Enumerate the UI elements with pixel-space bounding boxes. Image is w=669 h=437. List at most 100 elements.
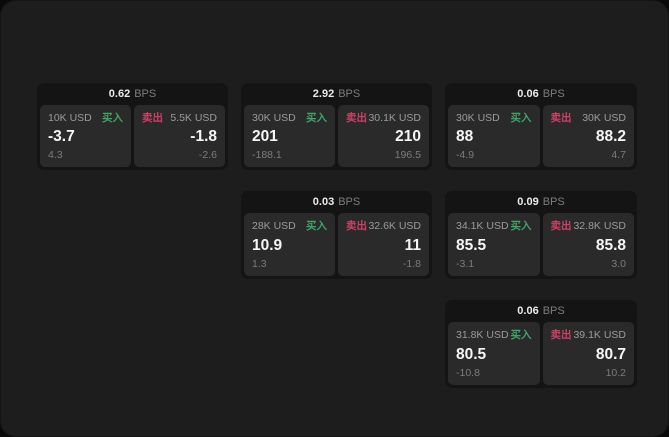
buy-pane[interactable]: 28K USD 买入 10.9 1.3 [244,213,335,276]
bps-header: 0.62 BPS [37,83,228,105]
sell-price: 210 [395,128,421,145]
buy-side-label: 买入 [306,112,327,124]
buy-price: 85.5 [456,236,487,254]
quote-panes: 28K USD 买入 10.9 1.3 卖出 32.6K USD 11 -1.8 [241,213,432,279]
bps-unit-label: BPS [542,196,565,208]
bps-unit-label: BPS [338,88,361,100]
buy-pane-top: 30K USD 买入 [252,112,327,124]
buy-price: 201 [252,128,278,145]
quote-panes: 10K USD 买入 -3.7 4.3 卖出 5.5K USD -1.8 -2.… [37,105,228,170]
buy-sub-value: 1.3 [252,258,267,270]
buy-sub-value: 4.3 [48,149,63,161]
bps-header: 0.09 BPS [445,191,637,213]
sell-sub-value: -1.8 [402,258,421,270]
quote-card: 0.62 BPS 10K USD 买入 -3.7 4.3 卖出 5.5K USD [37,83,228,170]
buy-sub-value: -10.8 [456,367,480,379]
buy-pane-top: 30K USD 买入 [456,112,532,124]
sell-pane-top: 卖出 30.1K USD [346,112,421,124]
buy-pane[interactable]: 31.8K USD 买入 80.5 -10.8 [448,322,540,385]
sell-pane[interactable]: 卖出 30K USD 88.2 4.7 [542,105,634,167]
buy-sub-value: -188.1 [252,149,282,161]
sell-pane[interactable]: 卖出 32.6K USD 11 -1.8 [338,213,429,276]
buy-price: 88 [456,128,474,145]
sell-amount: 30.1K USD [368,112,421,124]
bps-value: 0.03 [312,196,335,208]
sell-side-label: 卖出 [550,329,572,341]
buy-pane-top: 28K USD 买入 [252,220,327,232]
sell-sub-value: -2.6 [198,149,217,161]
sell-side-label: 卖出 [142,112,163,124]
bps-header: 2.92 BPS [241,83,432,105]
buy-price: 10.9 [252,236,283,254]
buy-sub-value: -4.9 [456,149,475,161]
sell-side-label: 卖出 [550,112,572,124]
bps-unit-label: BPS [134,88,157,100]
sell-side-label: 卖出 [346,112,367,124]
sell-pane[interactable]: 卖出 5.5K USD -1.8 -2.6 [134,105,225,167]
quote-card: 0.06 BPS 30K USD 买入 88 -4.9 卖出 30K USD [445,83,637,170]
buy-amount: 30K USD [456,112,500,124]
sell-sub-value: 10.2 [605,367,626,379]
buy-side-label: 买入 [510,329,532,341]
buy-pane[interactable]: 10K USD 买入 -3.7 4.3 [40,105,131,167]
sell-sub-value: 196.5 [394,149,421,161]
buy-pane[interactable]: 34.1K USD 买入 85.5 -3.1 [448,213,540,276]
quote-card: 0.09 BPS 34.1K USD 买入 85.5 -3.1 卖出 32.8K … [445,191,637,279]
bps-value: 0.06 [517,88,539,100]
buy-side-label: 买入 [510,112,532,124]
sell-amount: 30K USD [582,112,626,124]
bps-unit-label: BPS [338,196,361,208]
buy-side-label: 买入 [306,220,327,232]
quote-card-grid: 0.62 BPS 10K USD 买入 -3.7 4.3 卖出 5.5K USD [37,83,637,388]
sell-side-label: 卖出 [550,220,572,232]
buy-pane-top: 31.8K USD 买入 [456,329,532,341]
sell-pane[interactable]: 卖出 39.1K USD 80.7 10.2 [542,322,634,385]
sell-side-label: 卖出 [346,220,367,232]
buy-side-label: 买入 [102,112,123,124]
buy-amount: 31.8K USD [456,329,509,341]
sell-pane[interactable]: 卖出 32.8K USD 85.8 3.0 [542,213,634,276]
sell-pane[interactable]: 卖出 30.1K USD 210 196.5 [338,105,429,167]
bps-unit-label: BPS [542,305,565,317]
buy-price: 80.5 [456,345,487,363]
sell-amount: 39.1K USD [573,329,626,341]
sell-amount: 32.6K USD [368,220,421,232]
sell-pane-top: 卖出 30K USD [551,112,627,124]
buy-sub-value: -3.1 [456,258,475,270]
quote-panes: 30K USD 买入 201 -188.1 卖出 30.1K USD 210 1… [241,105,432,170]
bps-header: 0.03 BPS [241,191,432,213]
sell-pane-top: 卖出 39.1K USD [551,329,627,341]
bps-value: 0.09 [517,196,539,208]
sell-pane-top: 卖出 5.5K USD [142,112,217,124]
sell-price: 80.7 [595,345,626,363]
quote-card: 0.03 BPS 28K USD 买入 10.9 1.3 卖出 32.6K USD [241,191,432,279]
buy-pane-top: 34.1K USD 买入 [456,220,532,232]
bps-header: 0.06 BPS [445,83,637,105]
buy-pane[interactable]: 30K USD 买入 201 -188.1 [244,105,335,167]
sell-price: 11 [404,236,421,254]
buy-amount: 10K USD [48,112,92,124]
bps-value: 0.06 [517,305,539,317]
buy-amount: 28K USD [252,220,296,232]
buy-price: -3.7 [48,128,75,145]
sell-sub-value: 3.0 [611,258,626,270]
bps-unit-label: BPS [542,88,565,100]
sell-pane-top: 卖出 32.8K USD [551,220,627,232]
quote-panes: 30K USD 买入 88 -4.9 卖出 30K USD 88.2 4.7 [445,105,637,170]
bps-header: 0.06 BPS [445,300,637,322]
sell-amount: 32.8K USD [573,220,626,232]
buy-side-label: 买入 [510,220,532,232]
bps-value: 0.62 [108,88,131,100]
quote-panes: 31.8K USD 买入 80.5 -10.8 卖出 39.1K USD 80.… [445,322,637,388]
sell-price: 85.8 [595,236,626,254]
buy-amount: 30K USD [252,112,296,124]
quote-panes: 34.1K USD 买入 85.5 -3.1 卖出 32.8K USD 85.8… [445,213,637,279]
sell-price: 88.2 [595,128,626,145]
bps-value: 2.92 [312,88,335,100]
quote-card: 0.06 BPS 31.8K USD 买入 80.5 -10.8 卖出 39.1K… [445,300,637,388]
buy-pane[interactable]: 30K USD 买入 88 -4.9 [448,105,540,167]
buy-pane-top: 10K USD 买入 [48,112,123,124]
sell-pane-top: 卖出 32.6K USD [346,220,421,232]
sell-amount: 5.5K USD [170,112,217,124]
